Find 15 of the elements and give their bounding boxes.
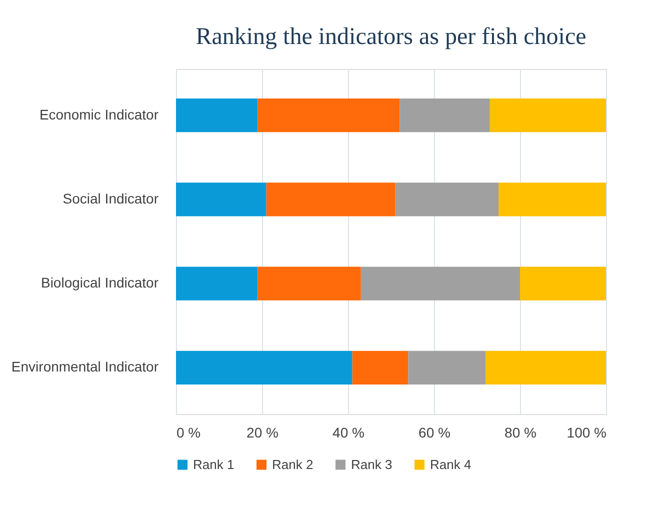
legend-label: Rank 1 [193,456,234,472]
legend-label: Rank 2 [272,456,314,472]
y-tick-label: Biological Indicator [40,274,159,291]
x-tick-label: 80 % [504,424,536,440]
legend-label: Rank 4 [430,456,472,472]
x-tick-label: 60 % [418,424,450,440]
x-tick-label: 20 % [246,424,278,440]
legend-label: Rank 3 [351,456,392,472]
chart-title: Ranking the indicators as per fish choice [196,24,586,50]
x-tick-label: 0 % [176,424,201,440]
x-tick-label: 100 % [566,424,606,440]
y-tick-label: Economic Indicator [39,106,159,122]
y-tick-label: Environmental Indicator [11,358,159,375]
x-tick-label: 40 % [332,424,364,440]
y-tick-label: Social Indicator [62,190,159,206]
